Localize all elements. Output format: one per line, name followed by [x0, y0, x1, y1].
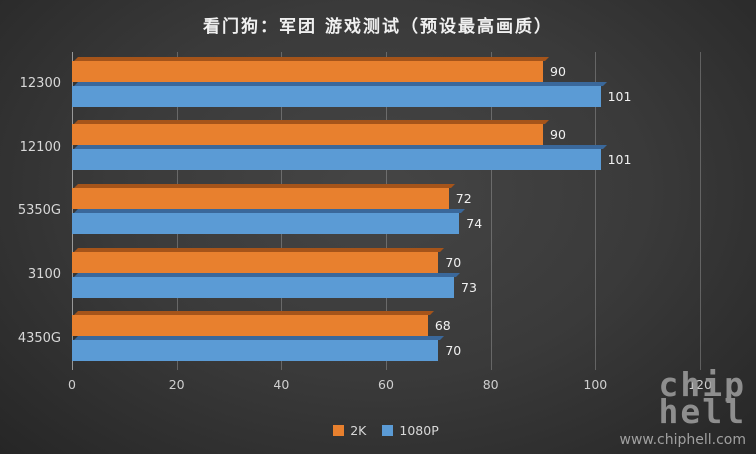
- y-label-4350G: 4350G: [17, 330, 61, 346]
- value-label-2K-12300: 90: [550, 63, 566, 79]
- bar-group-3100: 70 73: [72, 243, 700, 307]
- watermark-url: www.chiphell.com: [619, 432, 746, 448]
- legend-swatch-1080P: [382, 425, 394, 436]
- bar-line-2K-3100: 70: [72, 251, 700, 273]
- value-label-1080P-12100: 101: [607, 152, 632, 168]
- x-tick-label-60: 60: [378, 377, 394, 392]
- y-axis-labels: 12300 12100 5350G 3100 4350G: [10, 52, 72, 370]
- x-tick-label-100: 100: [583, 377, 608, 392]
- bar-line-1080P-5350G: 74: [72, 212, 700, 234]
- chiphell-logo-line2: hell: [658, 391, 746, 431]
- y-label-3100: 3100: [27, 267, 61, 283]
- x-tick-label-20: 20: [168, 377, 185, 392]
- y-label-12300: 12300: [19, 76, 61, 92]
- bar-group-12100: 90 101: [72, 116, 700, 180]
- value-label-2K-3100: 70: [445, 254, 462, 270]
- legend-swatch-2K: [333, 425, 345, 436]
- x-tick-label-120: 120: [688, 377, 712, 392]
- bar-2K-3100: [72, 251, 439, 273]
- value-label-2K-5350G: 72: [455, 190, 472, 206]
- plot-area: 90 101 90 101 72 74 70 73 68 70 0 20 40 60 80 100 120: [68, 52, 712, 392]
- x-tick-label-40: 40: [273, 377, 290, 392]
- chiphell-logo: chip hell: [620, 364, 746, 431]
- bar-1080P-5350G: [72, 212, 460, 234]
- legend-label-2K: 2K: [350, 423, 367, 438]
- bar-1080P-3100: [72, 276, 455, 298]
- gridline-120: [700, 52, 701, 370]
- x-tick-label-80: 80: [482, 377, 499, 392]
- bar-2K-4350G: [72, 315, 428, 337]
- value-label-1080P-4350G: 70: [445, 343, 462, 359]
- bar-line-1080P-12300: 101: [72, 85, 700, 107]
- bar-line-2K-12300: 90: [72, 60, 700, 82]
- bar-rows: 90 101 90 101 72 74 70 73 68 70: [72, 52, 700, 370]
- legend-item-2K: 2K: [333, 423, 366, 438]
- bar-line-2K-12100: 90: [72, 124, 700, 146]
- bar-1080P-12100: [72, 149, 601, 171]
- x-tick-label-0: 0: [68, 377, 76, 392]
- bar-line-1080P-4350G: 70: [72, 340, 700, 362]
- y-label-12100: 12100: [19, 139, 61, 155]
- bar-line-2K-5350G: 72: [72, 187, 700, 209]
- chart-title: 看门狗：军团 游戏测试（预设最高画质）: [203, 17, 553, 37]
- bar-line-1080P-12100: 101: [72, 149, 700, 171]
- x-axis-labels: 0 20 40 60 80 100 120: [68, 370, 712, 392]
- bar-group-12300: 90 101: [72, 52, 700, 116]
- gridline-100: [595, 52, 597, 370]
- value-label-2K-12100: 90: [550, 127, 566, 143]
- legend: 2K 1080P: [72, 423, 700, 438]
- y-axis-line: [72, 52, 73, 370]
- bar-2K-12100: [72, 124, 543, 146]
- bar-group-4350G: 68 70: [72, 306, 700, 370]
- gridline-80: [490, 52, 492, 370]
- bar-2K-5350G: [72, 187, 449, 209]
- bar-line-1080P-3100: 73: [72, 276, 700, 298]
- chart-area: 12300 12100 5350G 3100 4350G 90 101 90 101 72 74 7…: [10, 52, 712, 392]
- legend-label-1080P: 1080P: [399, 423, 439, 438]
- bar-1080P-12300: [72, 85, 601, 107]
- bar-group-5350G: 72 74: [72, 179, 700, 243]
- bar-1080P-4350G: [72, 340, 439, 362]
- y-label-5350G: 5350G: [17, 203, 61, 219]
- bar-2K-12300: [72, 60, 543, 82]
- value-label-2K-4350G: 68: [434, 318, 451, 334]
- value-label-1080P-12300: 101: [607, 88, 632, 104]
- legend-item-1080P: 1080P: [382, 423, 439, 438]
- bar-line-2K-4350G: 68: [72, 315, 700, 337]
- watermark: chip hell www.chiphell.com: [619, 364, 746, 448]
- value-label-1080P-3100: 73: [461, 279, 477, 295]
- chiphell-logo-line1: chip: [658, 364, 746, 404]
- value-label-1080P-5350G: 74: [466, 215, 483, 231]
